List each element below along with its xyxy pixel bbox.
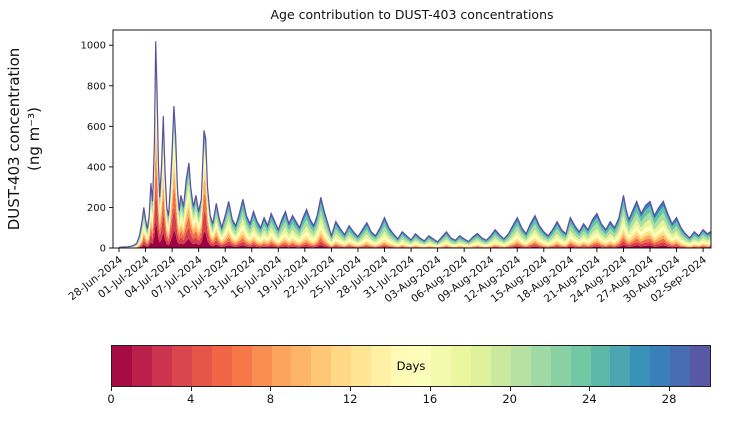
colorbar-gradient: Days	[111, 345, 711, 387]
colorbar-label: Days	[396, 359, 426, 373]
colorbar-segment	[670, 346, 691, 386]
colorbar-segment	[331, 346, 352, 386]
colorbar-tick	[270, 387, 272, 391]
colorbar-tick	[429, 387, 431, 391]
colorbar-segment	[450, 346, 471, 386]
colorbar-tick	[111, 387, 112, 391]
colorbar-segment	[431, 346, 451, 386]
colorbar-tick-label: 12	[342, 392, 358, 406]
colorbar-segment	[530, 346, 551, 386]
colorbar-segment	[550, 346, 571, 386]
colorbar-segment	[590, 346, 611, 386]
colorbar-segment	[131, 346, 152, 386]
colorbar-tick	[669, 387, 671, 391]
axes-frame	[112, 29, 712, 249]
colorbar-segment	[271, 346, 292, 386]
colorbar-segment	[311, 346, 332, 386]
y-tick-label: 0	[100, 244, 106, 255]
age-bin-area	[119, 221, 711, 248]
colorbar-tick	[350, 387, 352, 391]
colorbar-segment	[171, 346, 192, 386]
colorbar-ticks: 0 4 8 12 16 20 24 28	[107, 387, 711, 411]
colorbar-segment	[211, 346, 232, 386]
colorbar-segment	[251, 346, 272, 386]
colorbar-segment	[650, 346, 671, 386]
colorbar-segment	[570, 346, 591, 386]
colorbar-segment	[351, 346, 372, 386]
chart-title: Age contribution to DUST-403 concentrati…	[270, 7, 554, 22]
colorbar: Days 0 4 8 12 16 20 24 28	[107, 345, 712, 411]
colorbar-tick-label: 20	[502, 392, 517, 406]
colorbar-segment	[610, 346, 631, 386]
colorbar-tick-label: 8	[266, 392, 275, 406]
y-tick-label: 400	[87, 162, 106, 173]
colorbar-segment	[490, 346, 511, 386]
colorbar-tick	[509, 387, 511, 391]
colorbar-tick-label: 24	[582, 392, 597, 406]
colorbar-segment	[391, 346, 412, 386]
colorbar-segment	[151, 346, 172, 386]
colorbar-segment	[231, 346, 252, 386]
colorbar-tick	[190, 387, 192, 391]
colorbar-tick-label: 28	[661, 392, 677, 406]
age-bin-area	[119, 110, 711, 248]
colorbar-segment	[291, 346, 312, 386]
colorbar-segment	[510, 346, 531, 386]
y-tick-label: 1000	[81, 41, 106, 52]
stacked-areas	[118, 41, 711, 248]
colorbar-tick-label: 4	[187, 392, 195, 406]
colorbar-segment	[371, 346, 392, 386]
colorbar-tick-label: 0	[107, 392, 115, 406]
colorbar-segment	[470, 346, 491, 386]
total-concentration-line	[118, 41, 711, 248]
colorbar-segment	[191, 346, 212, 386]
age-bin-area	[119, 187, 711, 248]
colorbar-segment	[411, 346, 431, 386]
time-series-plot: 0200400600800100028-Jun-202401-Jul-20240…	[67, 29, 712, 305]
colorbar-segment	[630, 346, 651, 386]
colorbar-segment	[112, 346, 132, 386]
y-tick-label: 600	[87, 122, 106, 133]
colorbar-segment	[690, 346, 711, 386]
colorbar-tick-label: 16	[422, 392, 438, 406]
age-bin-area	[119, 94, 711, 248]
colorbar-tick	[589, 387, 591, 391]
y-tick-label: 800	[87, 81, 106, 92]
y-tick-label: 200	[87, 203, 106, 214]
